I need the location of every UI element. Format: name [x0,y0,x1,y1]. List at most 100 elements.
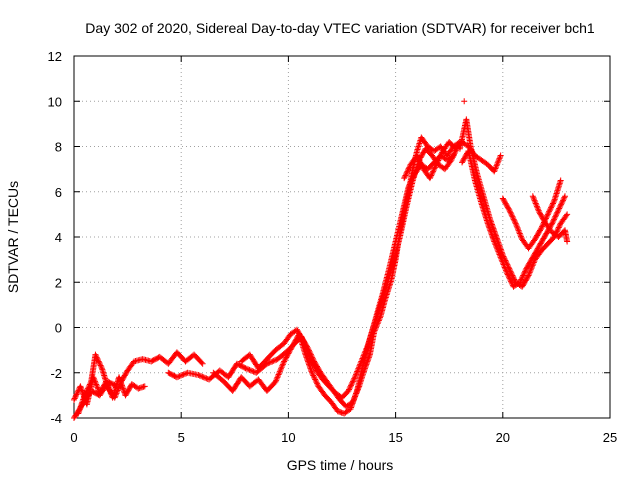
data-point [304,348,311,355]
data-point [553,210,560,217]
data-point [274,374,281,381]
data-point [550,199,557,206]
data-point [123,389,130,396]
data-point [527,258,534,265]
data-point [460,156,467,163]
data-point [544,211,551,218]
data-point [533,203,540,210]
data-point [538,239,545,246]
data-point [96,359,103,366]
data-point [491,239,498,246]
data-point [119,376,126,383]
data-point [93,354,100,361]
data-point [405,165,412,172]
data-point [291,338,298,345]
data-point [523,276,530,283]
data-point [296,331,303,338]
data-point [497,254,504,261]
data-point [357,361,364,368]
data-point [524,264,531,271]
data-point [200,374,207,381]
data-point [363,345,370,352]
data-point [418,153,425,160]
data-point [539,238,546,245]
data-point [521,269,528,276]
data-point [401,175,408,182]
data-point [295,329,302,336]
data-point [313,379,320,386]
data-point [307,355,314,362]
data-point [546,207,553,214]
data-point [495,250,502,257]
data-point [354,368,361,375]
data-point [404,168,411,175]
data-point [558,201,565,208]
data-point [555,206,562,213]
data-point [308,356,315,363]
data-point [537,240,544,247]
data-point [300,338,307,345]
y-tick-label: -4 [50,411,62,426]
data-point [493,244,500,251]
data-point [510,214,517,221]
data-point [538,224,545,231]
data-point [294,328,301,335]
data-point [288,345,295,352]
data-point [360,352,367,359]
data-point [419,150,426,157]
data-point [561,193,568,200]
data-point [272,357,278,364]
data-point [121,372,128,379]
data-point [536,227,543,234]
data-point [283,353,290,360]
data-point [97,362,104,369]
data-point [278,365,285,372]
y-tick-label: 4 [55,230,62,245]
data-point [552,213,559,220]
data-point [459,158,466,165]
data-point [286,347,293,354]
data-point [539,214,546,221]
data-points [71,98,571,421]
data-point [352,372,359,379]
data-point [542,231,549,238]
data-point [494,245,501,252]
data-point [513,223,520,230]
data-point [448,157,455,164]
data-point [430,167,437,174]
data-point [506,206,513,213]
data-point [498,257,505,264]
x-tick-label: 25 [603,430,617,445]
data-point [530,194,537,201]
data-point [419,163,426,170]
data-point [93,381,100,388]
data-point [544,212,551,219]
data-point [292,337,299,344]
data-point [302,343,309,350]
data-point [249,368,256,375]
data-point [94,384,101,391]
data-point [451,150,458,157]
data-point [112,382,119,389]
data-point [427,173,434,180]
data-point [534,246,541,253]
data-point [492,241,499,248]
data-point [529,254,536,261]
data-point [561,194,568,201]
data-point [415,155,422,162]
data-point [303,346,310,353]
x-axis-label: GPS time / hours [287,457,394,473]
data-point [526,259,533,266]
data-point [202,374,209,381]
data-point [180,371,187,378]
data-point [500,196,507,203]
data-point [290,341,297,348]
data-point [357,359,364,366]
y-tick-label: 12 [48,49,62,64]
data-point [345,387,352,394]
data-point [95,358,102,365]
data-point [308,357,315,364]
data-point [284,351,291,358]
data-point [548,203,555,210]
